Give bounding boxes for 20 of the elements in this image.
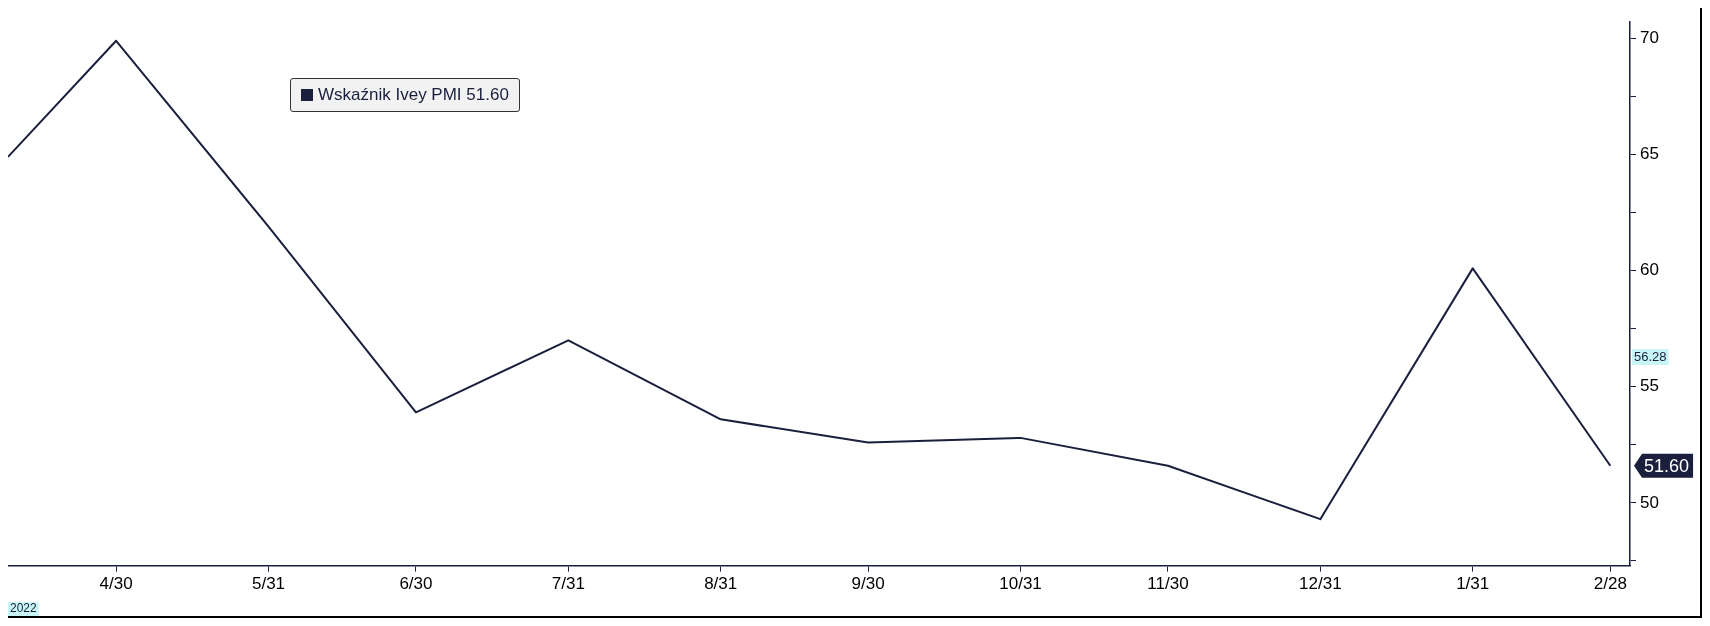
x-tick-label: 8/31 <box>704 574 738 594</box>
x-tick-label: 1/31 <box>1456 574 1490 594</box>
y-tick-label: 60 <box>1640 260 1659 280</box>
x-tick-label: 2/28 <box>1593 574 1627 594</box>
y-tick-label: 55 <box>1640 376 1659 396</box>
x-tick-label: 11/30 <box>1147 574 1189 594</box>
x-tick-label: 12/31 <box>1299 574 1342 594</box>
x-tick-label: 5/31 <box>251 574 286 594</box>
legend-label: Wskaźnik Ivey PMI 51.60 <box>318 85 509 105</box>
y-tick-label: 50 <box>1640 492 1659 512</box>
x-tick-label: 6/30 <box>399 574 433 594</box>
x-tick-label: 4/30 <box>99 574 133 594</box>
text: 2022 <box>10 601 38 616</box>
y-tick-label: 70 <box>1640 28 1659 48</box>
x-tick-label: 7/31 <box>551 574 585 594</box>
y-tick-label: 65 <box>1640 144 1659 164</box>
x-tick-label: 9/30 <box>851 574 885 594</box>
data-label: 51.60 <box>1644 455 1690 476</box>
x-tick-label: 10/31 <box>999 574 1042 594</box>
annotation: 56.28 <box>1634 348 1667 364</box>
